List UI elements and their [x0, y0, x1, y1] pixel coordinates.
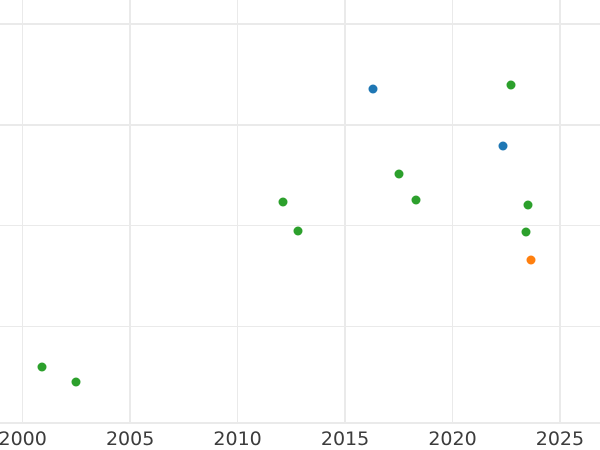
data-point-green-2018: [411, 195, 421, 205]
gridline-horizontal-u4: [0, 23, 600, 25]
data-point-green-2023: [506, 80, 516, 90]
gridline-vertical-2000: [21, 0, 24, 423]
data-point-green-2018: [394, 169, 404, 179]
gridline-horizontal-u3: [0, 124, 600, 126]
gridline-vertical-2015: [344, 0, 346, 423]
x-tick-label-2025: 2025: [535, 428, 585, 450]
gridline-horizontal-u1: [0, 325, 600, 327]
gridline-horizontal-u2: [0, 224, 600, 227]
data-point-orange-2024: [526, 255, 536, 265]
gridline-vertical-2020: [451, 0, 454, 423]
data-point-blue-2022: [498, 141, 508, 151]
data-point-green-2012: [278, 197, 288, 207]
gridline-vertical-2010: [236, 0, 239, 423]
data-point-blue-2016: [368, 84, 378, 94]
gridline-vertical-2005: [129, 0, 131, 423]
data-point-green-2001: [37, 362, 47, 372]
data-point-green-2003: [71, 377, 81, 387]
x-tick-label-2020: 2020: [428, 428, 477, 450]
data-point-green-2024: [523, 200, 533, 210]
x-tick-label-2015: 2015: [320, 428, 370, 450]
plot-bottom-edge: [0, 422, 600, 424]
x-tick-label-2000: 2000: [0, 428, 47, 450]
data-point-green-2023: [521, 227, 531, 237]
gridline-vertical-2025: [559, 0, 561, 423]
x-tick-label-2005: 2005: [105, 428, 155, 450]
x-tick-label-2010: 2010: [213, 428, 262, 450]
data-point-green-2013: [293, 226, 303, 236]
